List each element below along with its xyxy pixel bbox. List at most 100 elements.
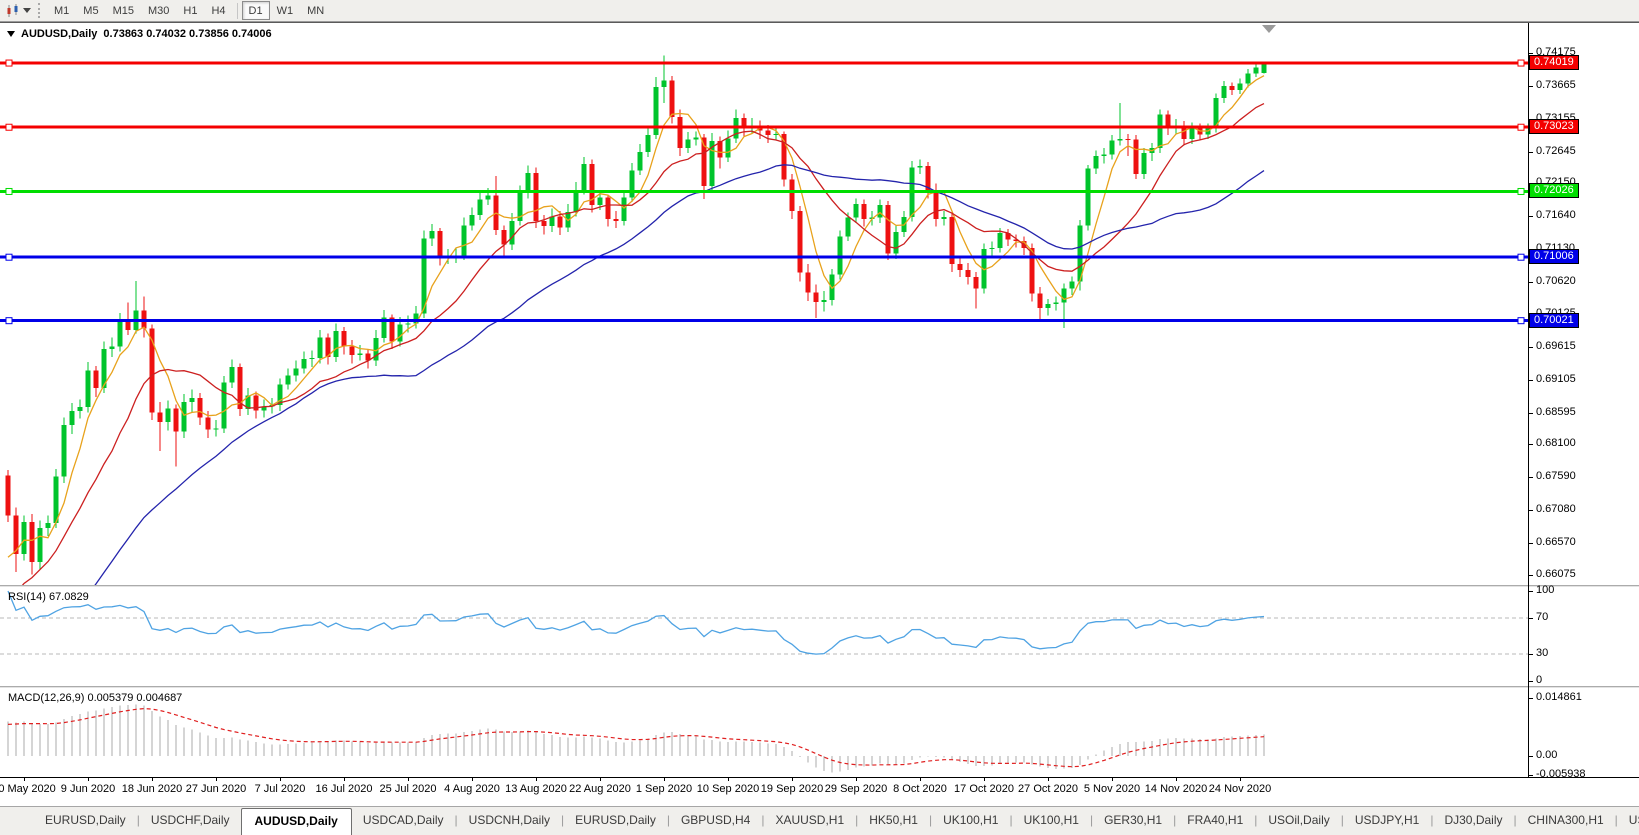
time-axis-tick — [536, 777, 537, 781]
price-axis-label: 0.66075 — [1536, 567, 1576, 580]
time-axis-tick — [408, 777, 409, 781]
timeframe-button-w1[interactable]: W1 — [276, 4, 294, 17]
chart-tab-fra40-h1[interactable]: FRA40,H1 — [1187, 813, 1244, 827]
chevron-down-icon[interactable] — [23, 8, 31, 13]
rsi-label: RSI(14) 67.0829 — [8, 591, 89, 603]
price-axis-label: 0.74175 — [1536, 46, 1576, 58]
chart-tab-eurusd-daily[interactable]: EURUSD,Daily — [45, 813, 126, 827]
time-axis-label: 8 Oct 2020 — [893, 783, 947, 795]
price-axis-tick — [1528, 510, 1533, 512]
price-axis-label: 0.71640 — [1536, 209, 1576, 222]
chart-tab-usdjpy-h1[interactable]: USDJPY,H1 — [1354, 813, 1420, 827]
time-axis-label: 13 Aug 2020 — [505, 783, 567, 795]
macd-scale-label: 0.014861 — [1536, 691, 1582, 703]
price-axis-border — [1528, 23, 1529, 777]
timeframe-button-m15[interactable]: M15 — [112, 4, 134, 17]
time-axis-label: 25 Jul 2020 — [379, 783, 437, 795]
macd-plot[interactable] — [0, 688, 1528, 777]
tab-separator: | — [1009, 813, 1013, 827]
chart-tab-uk100-h1[interactable]: UK100,H1 — [943, 813, 999, 827]
price-axis-tick — [1528, 379, 1533, 381]
tab-separator: | — [1614, 813, 1618, 827]
chart-tab-hk50-h1[interactable]: HK50,H1 — [869, 813, 918, 827]
chart-tab-bar: EURUSD,Daily | USDCHF,Daily AUDUSD,Daily USD… — [0, 806, 1639, 835]
time-axis-label: 7 Jul 2020 — [254, 783, 306, 795]
timeframe-button-h4[interactable]: H4 — [211, 4, 226, 17]
chart-tab-uk100-h1[interactable]: UK100,H1 — [1023, 813, 1079, 827]
rsi-plot[interactable] — [0, 587, 1528, 686]
time-axis-tick — [216, 777, 217, 781]
price-axis-label: 0.68595 — [1536, 405, 1576, 418]
timeframe-button-m5[interactable]: M5 — [83, 4, 99, 17]
price-axis-tick — [1528, 444, 1533, 446]
time-axis-tick — [344, 777, 345, 781]
time-axis-tick — [24, 777, 25, 781]
time-axis-label: 10 Sep 2020 — [696, 783, 760, 795]
chart-tab-eurusd-daily[interactable]: EURUSD,Daily — [575, 813, 656, 827]
tab-separator: | — [1254, 813, 1258, 827]
price-level-badge: 0.73023 — [1529, 119, 1579, 135]
panel-separator[interactable] — [0, 686, 1639, 688]
time-axis-label: 29 Sep 2020 — [824, 783, 888, 795]
timeframe-button-m30[interactable]: M30 — [147, 4, 170, 17]
time-axis-tick — [280, 777, 281, 781]
chart-tab-dj30-daily[interactable]: DJ30,Daily — [1444, 813, 1503, 827]
price-axis-label: 0.70620 — [1536, 275, 1576, 288]
timeframe-button-d1[interactable]: D1 — [241, 1, 270, 20]
tab-separator: | — [761, 813, 765, 827]
price-axis-label: 0.72645 — [1536, 144, 1576, 157]
tab-separator: | — [928, 813, 933, 827]
dropdown-icon[interactable] — [7, 31, 15, 37]
price-level-badge: 0.72026 — [1529, 183, 1579, 199]
rsi-scale-tick — [1528, 681, 1533, 682]
toolbar-grip-handle[interactable] — [38, 3, 40, 18]
rsi-value: 67.0829 — [48, 591, 89, 603]
price-axis-tick — [1528, 53, 1533, 54]
chart-tab-ger30-h1[interactable]: GER30,H1 — [1104, 813, 1163, 827]
chart-tab-usdcad-daily[interactable]: USDCAD,Daily — [362, 813, 444, 827]
time-axis-tick — [600, 777, 601, 781]
price-axis-label: 0.69105 — [1536, 372, 1576, 385]
chart-tab-usoil-daily[interactable]: USOil,Daily — [1268, 813, 1330, 827]
timeframe-button-h1[interactable]: H1 — [183, 4, 198, 17]
chart-tab-usoil-h1[interactable]: USOil,H1 — [1628, 813, 1639, 827]
timeframe-button-m1[interactable]: M1 — [54, 4, 70, 17]
macd-scale-label: -0.005938 — [1536, 768, 1586, 780]
price-axis-tick — [1528, 85, 1533, 87]
time-axis-tick — [728, 777, 729, 781]
chart-tab-gbpusd-h4[interactable]: GBPUSD,H4 — [680, 813, 751, 827]
chart-title-ohlc: 0.73863 0.74032 0.73856 0.74006 — [103, 28, 272, 40]
time-axis-tick — [1176, 777, 1177, 781]
time-axis-label: 16 Jul 2020 — [315, 783, 373, 795]
tab-separator: | — [136, 813, 140, 827]
chart-tab-audusd-daily[interactable]: AUDUSD,Daily — [240, 808, 352, 835]
candlestick-chart-icon[interactable] — [4, 3, 22, 19]
rsi-scale-label: 70 — [1536, 611, 1549, 623]
price-chart-plot[interactable] — [0, 22, 1528, 585]
chart-tab-xauusd-h1[interactable]: XAUUSD,H1 — [775, 813, 845, 827]
time-axis-label: 27 Oct 2020 — [1018, 783, 1078, 795]
chart-tab-china300-h1[interactable]: CHINA300,H1 — [1527, 813, 1604, 827]
time-axis-label: 24 Nov 2020 — [1208, 783, 1272, 795]
tab-separator: | — [1340, 813, 1344, 827]
chart-tab-usdchf-daily[interactable]: USDCHF,Daily — [150, 813, 230, 827]
time-axis-tick — [152, 777, 153, 781]
price-axis-tick — [1528, 543, 1533, 545]
time-axis-label: 19 Sep 2020 — [760, 783, 824, 795]
price-axis-label: 0.67590 — [1536, 470, 1576, 483]
price-axis-label: 0.69615 — [1536, 339, 1576, 352]
time-axis-label: 27 Jun 2020 — [185, 783, 247, 795]
price-axis-tick — [1528, 118, 1533, 120]
chart-toolbar: M1 M5 M15 M30 H1 H4 D1 W1 MN — [0, 0, 1639, 22]
time-axis-label: 17 Oct 2020 — [954, 783, 1014, 795]
tab-separator: | — [454, 813, 458, 827]
time-axis-label: 18 Jun 2020 — [121, 783, 183, 795]
price-axis-tick — [1528, 477, 1533, 479]
timeframe-button-mn[interactable]: MN — [307, 4, 325, 17]
panel-separator[interactable] — [0, 585, 1639, 587]
chart-tab-usdcnh-daily[interactable]: USDCNH,Daily — [468, 813, 551, 827]
macd-label: MACD(12,26,9) 0.005379 0.004687 — [8, 692, 183, 704]
time-axis-label: 5 Nov 2020 — [1083, 783, 1141, 795]
chart-title: AUDUSD,Daily 0.73863 0.74032 0.73856 0.7… — [7, 28, 272, 40]
